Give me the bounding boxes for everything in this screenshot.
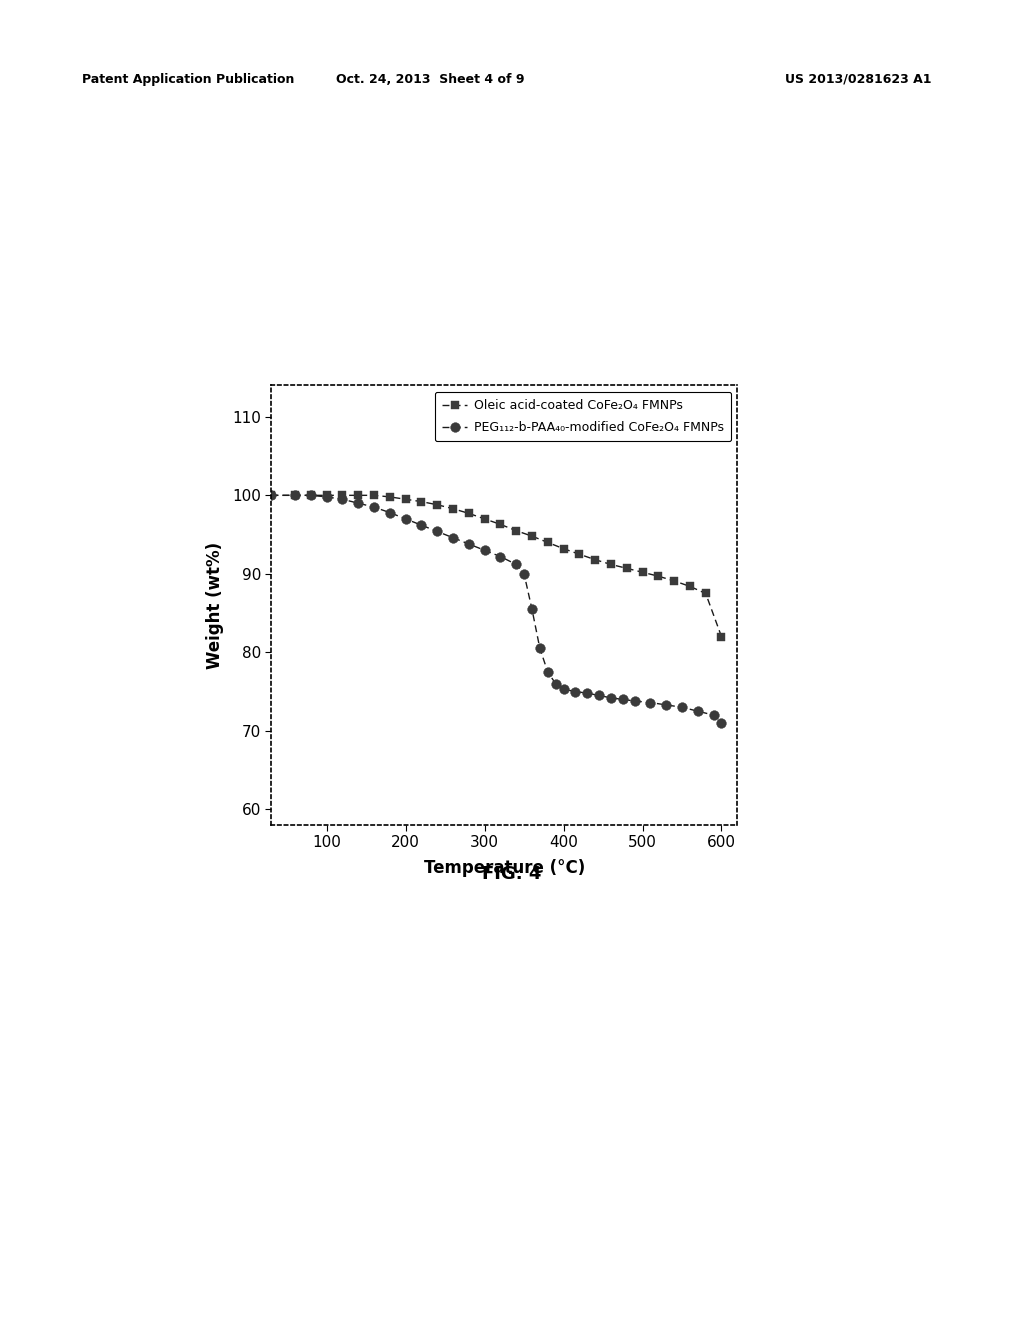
Oleic acid-coated CoFe₂O₄ FMNPs xyxy=(716,628,728,644)
PEG₁₁₂-b-PAA₄₀-modified CoFe₂O₄ FMNPs xyxy=(463,536,475,552)
Oleic acid-coated CoFe₂O₄ FMNPs xyxy=(542,535,554,550)
Oleic acid-coated CoFe₂O₄ FMNPs xyxy=(525,528,538,544)
Oleic acid-coated CoFe₂O₄ FMNPs xyxy=(446,500,459,516)
PEG₁₁₂-b-PAA₄₀-modified CoFe₂O₄ FMNPs xyxy=(550,676,562,692)
PEG₁₁₂-b-PAA₄₀-modified CoFe₂O₄ FMNPs xyxy=(495,549,507,565)
PEG₁₁₂-b-PAA₄₀-modified CoFe₂O₄ FMNPs xyxy=(593,688,605,704)
Oleic acid-coated CoFe₂O₄ FMNPs xyxy=(495,516,507,532)
Oleic acid-coated CoFe₂O₄ FMNPs xyxy=(699,586,712,602)
PEG₁₁₂-b-PAA₄₀-modified CoFe₂O₄ FMNPs xyxy=(676,700,688,715)
PEG₁₁₂-b-PAA₄₀-modified CoFe₂O₄ FMNPs xyxy=(368,499,380,515)
Oleic acid-coated CoFe₂O₄ FMNPs xyxy=(336,487,348,503)
Text: FIG. 4: FIG. 4 xyxy=(482,865,542,883)
Text: Oct. 24, 2013  Sheet 4 of 9: Oct. 24, 2013 Sheet 4 of 9 xyxy=(336,73,524,86)
Oleic acid-coated CoFe₂O₄ FMNPs xyxy=(684,578,696,594)
Text: US 2013/0281623 A1: US 2013/0281623 A1 xyxy=(785,73,932,86)
PEG₁₁₂-b-PAA₄₀-modified CoFe₂O₄ FMNPs xyxy=(305,487,317,503)
PEG₁₁₂-b-PAA₄₀-modified CoFe₂O₄ FMNPs xyxy=(399,511,412,527)
PEG₁₁₂-b-PAA₄₀-modified CoFe₂O₄ FMNPs xyxy=(629,693,641,709)
Oleic acid-coated CoFe₂O₄ FMNPs xyxy=(621,561,633,577)
PEG₁₁₂-b-PAA₄₀-modified CoFe₂O₄ FMNPs xyxy=(542,664,554,680)
Oleic acid-coated CoFe₂O₄ FMNPs xyxy=(652,568,665,583)
PEG₁₁₂-b-PAA₄₀-modified CoFe₂O₄ FMNPs xyxy=(616,692,629,708)
PEG₁₁₂-b-PAA₄₀-modified CoFe₂O₄ FMNPs xyxy=(510,557,522,573)
PEG₁₁₂-b-PAA₄₀-modified CoFe₂O₄ FMNPs xyxy=(446,529,459,545)
Oleic acid-coated CoFe₂O₄ FMNPs xyxy=(289,487,301,503)
Line: Oleic acid-coated CoFe₂O₄ FMNPs: Oleic acid-coated CoFe₂O₄ FMNPs xyxy=(267,491,726,640)
Oleic acid-coated CoFe₂O₄ FMNPs xyxy=(321,487,333,503)
Oleic acid-coated CoFe₂O₄ FMNPs xyxy=(463,506,475,521)
PEG₁₁₂-b-PAA₄₀-modified CoFe₂O₄ FMNPs xyxy=(557,681,569,697)
X-axis label: Temperature (°C): Temperature (°C) xyxy=(424,859,585,876)
Oleic acid-coated CoFe₂O₄ FMNPs xyxy=(557,541,569,557)
PEG₁₁₂-b-PAA₄₀-modified CoFe₂O₄ FMNPs xyxy=(691,704,703,719)
Oleic acid-coated CoFe₂O₄ FMNPs xyxy=(573,546,586,562)
Oleic acid-coated CoFe₂O₄ FMNPs xyxy=(352,487,365,503)
Oleic acid-coated CoFe₂O₄ FMNPs xyxy=(589,552,601,568)
Oleic acid-coated CoFe₂O₄ FMNPs xyxy=(265,487,278,503)
PEG₁₁₂-b-PAA₄₀-modified CoFe₂O₄ FMNPs xyxy=(569,684,582,700)
PEG₁₁₂-b-PAA₄₀-modified CoFe₂O₄ FMNPs xyxy=(431,524,443,540)
PEG₁₁₂-b-PAA₄₀-modified CoFe₂O₄ FMNPs xyxy=(708,708,720,723)
Oleic acid-coated CoFe₂O₄ FMNPs xyxy=(605,557,617,573)
PEG₁₁₂-b-PAA₄₀-modified CoFe₂O₄ FMNPs xyxy=(265,487,278,503)
PEG₁₁₂-b-PAA₄₀-modified CoFe₂O₄ FMNPs xyxy=(518,566,530,582)
PEG₁₁₂-b-PAA₄₀-modified CoFe₂O₄ FMNPs xyxy=(716,715,728,731)
Oleic acid-coated CoFe₂O₄ FMNPs xyxy=(510,523,522,539)
PEG₁₁₂-b-PAA₄₀-modified CoFe₂O₄ FMNPs xyxy=(336,491,348,507)
Oleic acid-coated CoFe₂O₄ FMNPs xyxy=(399,491,412,507)
PEG₁₁₂-b-PAA₄₀-modified CoFe₂O₄ FMNPs xyxy=(644,694,656,710)
Oleic acid-coated CoFe₂O₄ FMNPs xyxy=(416,494,428,510)
PEG₁₁₂-b-PAA₄₀-modified CoFe₂O₄ FMNPs xyxy=(525,601,538,616)
PEG₁₁₂-b-PAA₄₀-modified CoFe₂O₄ FMNPs xyxy=(289,487,301,503)
PEG₁₁₂-b-PAA₄₀-modified CoFe₂O₄ FMNPs xyxy=(321,488,333,504)
PEG₁₁₂-b-PAA₄₀-modified CoFe₂O₄ FMNPs xyxy=(581,685,593,701)
PEG₁₁₂-b-PAA₄₀-modified CoFe₂O₄ FMNPs xyxy=(660,697,673,713)
Oleic acid-coated CoFe₂O₄ FMNPs xyxy=(668,573,680,589)
PEG₁₁₂-b-PAA₄₀-modified CoFe₂O₄ FMNPs xyxy=(352,495,365,511)
Y-axis label: Weight (wt%): Weight (wt%) xyxy=(206,541,223,669)
Text: Patent Application Publication: Patent Application Publication xyxy=(82,73,294,86)
Oleic acid-coated CoFe₂O₄ FMNPs xyxy=(478,511,490,527)
Line: PEG₁₁₂-b-PAA₄₀-modified CoFe₂O₄ FMNPs: PEG₁₁₂-b-PAA₄₀-modified CoFe₂O₄ FMNPs xyxy=(266,491,726,727)
Oleic acid-coated CoFe₂O₄ FMNPs xyxy=(305,487,317,503)
Legend: Oleic acid-coated CoFe₂O₄ FMNPs, PEG₁₁₂-b-PAA₄₀-modified CoFe₂O₄ FMNPs: Oleic acid-coated CoFe₂O₄ FMNPs, PEG₁₁₂-… xyxy=(435,392,731,441)
Oleic acid-coated CoFe₂O₄ FMNPs xyxy=(636,565,648,581)
PEG₁₁₂-b-PAA₄₀-modified CoFe₂O₄ FMNPs xyxy=(416,517,428,533)
PEG₁₁₂-b-PAA₄₀-modified CoFe₂O₄ FMNPs xyxy=(384,504,396,520)
PEG₁₁₂-b-PAA₄₀-modified CoFe₂O₄ FMNPs xyxy=(478,543,490,558)
Oleic acid-coated CoFe₂O₄ FMNPs xyxy=(384,488,396,504)
Oleic acid-coated CoFe₂O₄ FMNPs xyxy=(431,496,443,512)
Oleic acid-coated CoFe₂O₄ FMNPs xyxy=(368,487,380,503)
PEG₁₁₂-b-PAA₄₀-modified CoFe₂O₄ FMNPs xyxy=(534,640,546,656)
PEG₁₁₂-b-PAA₄₀-modified CoFe₂O₄ FMNPs xyxy=(605,690,617,706)
